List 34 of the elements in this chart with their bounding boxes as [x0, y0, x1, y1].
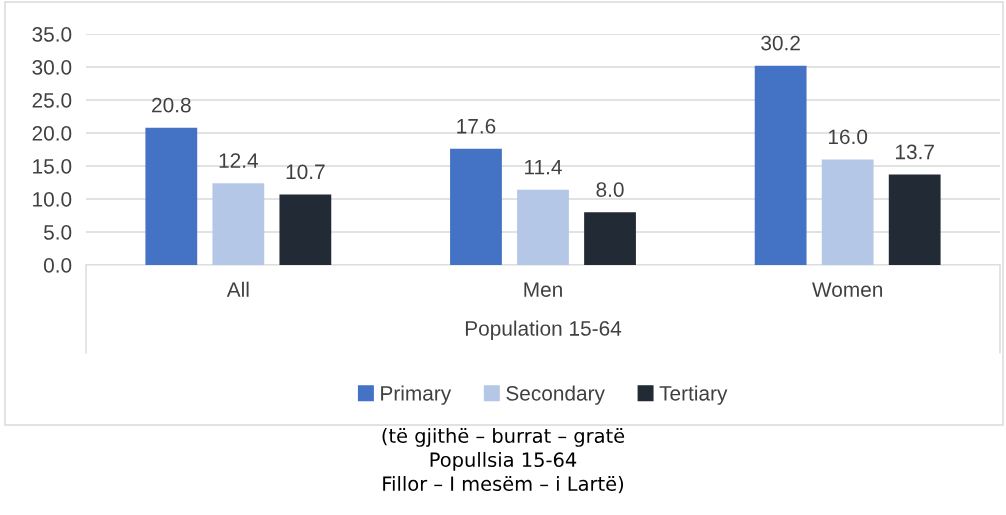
y-tick-label: 30.0 [32, 60, 72, 75]
bar [450, 148, 502, 265]
y-tick-label: 15.0 [33, 159, 72, 174]
data-label: 8.0 [596, 182, 624, 197]
x-axis-title: Population 15-64 [465, 320, 622, 340]
legend-label: Primary [381, 385, 452, 405]
y-tick-label: 10.0 [33, 192, 72, 207]
legend-label: Secondary [506, 385, 605, 405]
y-tick-label: 35.0 [32, 27, 72, 42]
x-tick-label: Men [524, 282, 562, 297]
x-tick-label: All [226, 281, 249, 297]
data-label: 16.0 [828, 129, 868, 145]
bar [754, 65, 807, 265]
bar [279, 194, 332, 265]
y-tick-label: 20.0 [32, 126, 72, 141]
text: (të gjithë – burrat – gratë Popullsia 15-64 Fillor – I mesëm – i Lartë) [382, 428, 625, 494]
bar [212, 183, 265, 265]
data-label: 11.4 [525, 159, 562, 175]
bar [821, 159, 874, 265]
y-tick-label: 0.0 [43, 258, 72, 273]
data-label: 17.6 [457, 118, 496, 134]
data-label: 30.2 [761, 35, 800, 51]
bar [584, 212, 636, 265]
data-label: 10.7 [286, 164, 325, 180]
bar [517, 189, 569, 265]
legend-label: Tertiary [659, 385, 728, 405]
bar [888, 174, 941, 265]
x-tick-label: Women [812, 282, 883, 297]
y-tick-label: 5.0 [43, 225, 72, 240]
data-label: 20.8 [152, 97, 191, 113]
data-label: 13.7 [896, 144, 934, 160]
bar [145, 127, 198, 265]
y-tick-label: 25.0 [32, 93, 72, 108]
data-label: 12.4 [219, 153, 258, 168]
